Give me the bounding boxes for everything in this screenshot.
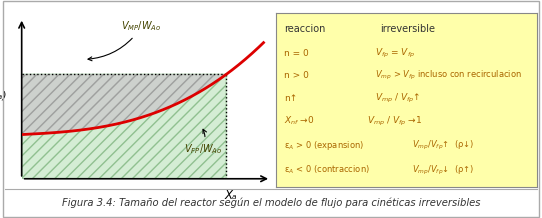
Text: reaccion: reaccion <box>284 24 326 34</box>
Text: Figura 3.4: Tamaño del reactor según el modelo de flujo para cinéticas irreversi: Figura 3.4: Tamaño del reactor según el … <box>62 198 480 208</box>
Text: $X_{nf}$ →0: $X_{nf}$ →0 <box>284 115 315 128</box>
Text: n↑: n↑ <box>284 94 298 103</box>
Text: irreversible: irreversible <box>380 24 435 34</box>
Text: $V_{mp}$ / $V_{fp}$↑: $V_{mp}$ / $V_{fp}$↑ <box>375 92 421 105</box>
Text: ε$_A$ < 0 (contraccion): ε$_A$ < 0 (contraccion) <box>284 164 370 176</box>
Text: Xₐ: Xₐ <box>225 189 237 202</box>
Text: $V_{mp}$ / $V_{fp}$ →1: $V_{mp}$ / $V_{fp}$ →1 <box>367 115 423 128</box>
Text: 1/(-rₐ): 1/(-rₐ) <box>0 91 7 101</box>
Text: $V_{FP}/W_{Ao}$: $V_{FP}/W_{Ao}$ <box>184 129 222 156</box>
Text: $V_{MP}/W_{Ao}$: $V_{MP}/W_{Ao}$ <box>88 20 162 61</box>
Text: n > 0: n > 0 <box>284 71 309 80</box>
Polygon shape <box>22 74 226 179</box>
Text: ε$_A$ > 0 (expansion): ε$_A$ > 0 (expansion) <box>284 139 364 152</box>
Text: n = 0: n = 0 <box>284 49 309 58</box>
Text: $V_{fp}$ = $V_{fp}$: $V_{fp}$ = $V_{fp}$ <box>375 47 415 60</box>
Text: $V_{mp}$/$V_{fp}$↑  (ρ↓): $V_{mp}$/$V_{fp}$↑ (ρ↓) <box>412 139 474 152</box>
Text: $V_{mp}$/$V_{fp}$↓  (ρ↑): $V_{mp}$/$V_{fp}$↓ (ρ↑) <box>412 164 474 177</box>
Text: $V_{mp}$ > $V_{fp}$ incluso con recirculacion: $V_{mp}$ > $V_{fp}$ incluso con recircul… <box>375 69 522 82</box>
